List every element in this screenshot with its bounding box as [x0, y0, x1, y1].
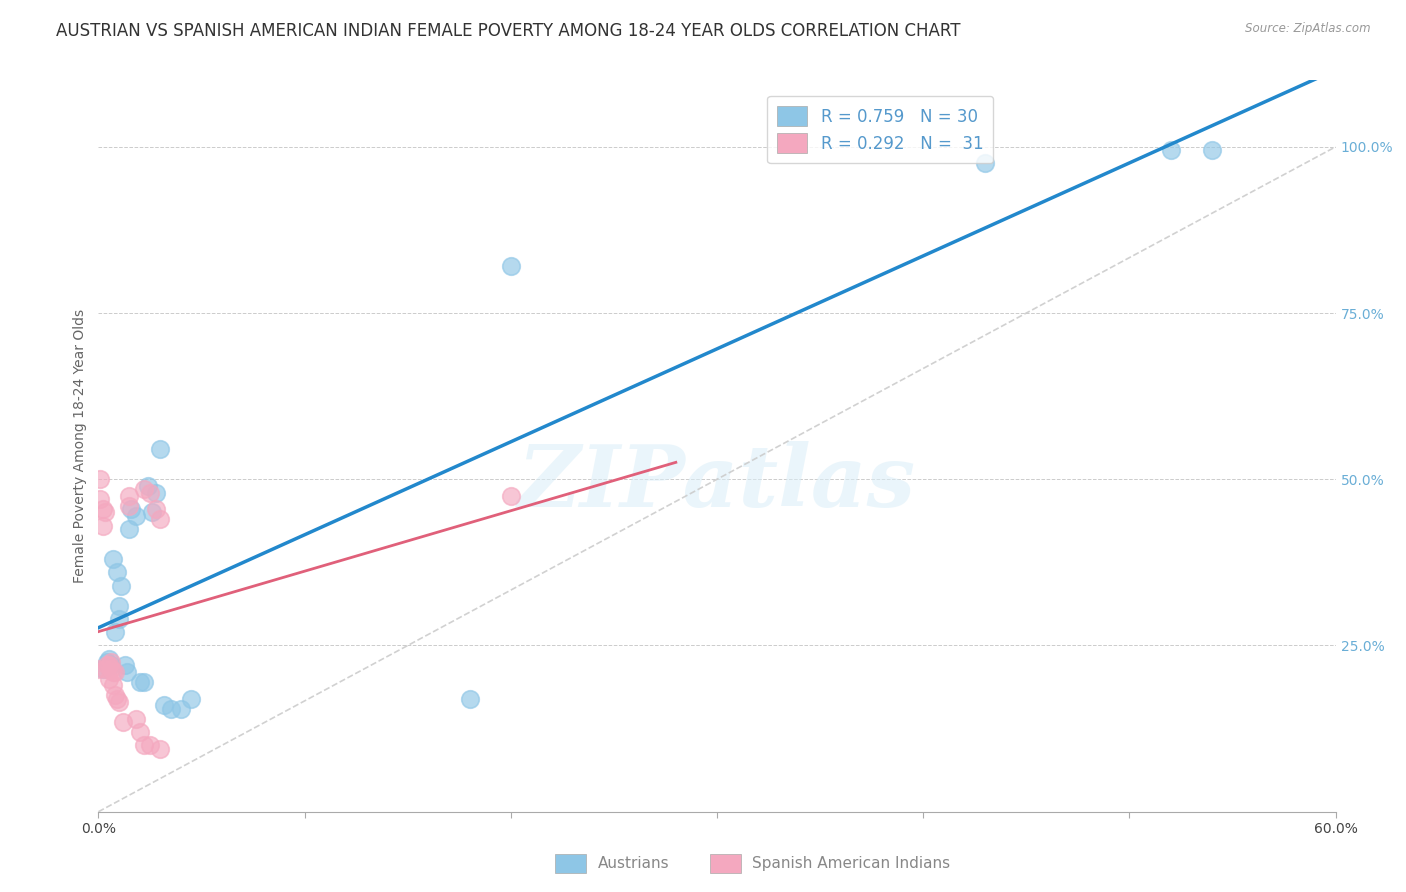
Point [149, 442, 172, 457]
Point [118, 489, 141, 503]
Point [118, 522, 141, 536]
Point [96, 658, 118, 673]
Point [128, 675, 150, 690]
Point [108, 695, 131, 709]
Text: Spanish American Indians: Spanish American Indians [752, 856, 950, 871]
Point [145, 502, 167, 516]
Point [104, 689, 127, 703]
Point [159, 701, 181, 715]
Point [132, 675, 155, 690]
Point [101, 665, 124, 679]
Point [96, 655, 118, 669]
Point [170, 701, 193, 715]
Point [145, 485, 167, 500]
Point [108, 599, 131, 613]
Text: ZIPatlas: ZIPatlas [517, 441, 917, 524]
Point [97, 652, 120, 666]
Point [139, 738, 162, 752]
Point [89, 472, 111, 486]
Point [87, 662, 110, 676]
Point [499, 489, 522, 503]
Point [93, 506, 115, 520]
Legend: R = 0.759   N = 30, R = 0.292   N =  31: R = 0.759 N = 30, R = 0.292 N = 31 [768, 96, 993, 163]
Point [100, 662, 122, 676]
Point [118, 499, 141, 513]
Point [89, 492, 111, 507]
Text: Austrians: Austrians [598, 856, 669, 871]
Point [104, 665, 127, 679]
Point [141, 506, 163, 520]
Point [120, 502, 142, 516]
Point [93, 662, 115, 676]
Point [153, 698, 176, 713]
Point [91, 518, 114, 533]
Text: Source: ZipAtlas.com: Source: ZipAtlas.com [1246, 22, 1371, 36]
Point [108, 612, 131, 626]
Point [132, 738, 155, 752]
Point [112, 714, 135, 729]
Point [101, 678, 124, 692]
Point [100, 658, 122, 673]
Point [458, 691, 481, 706]
Point [974, 156, 997, 170]
Y-axis label: Female Poverty Among 18-24 Year Olds: Female Poverty Among 18-24 Year Olds [73, 309, 87, 583]
Point [104, 625, 127, 640]
Point [91, 662, 114, 676]
Point [114, 658, 136, 673]
Point [110, 579, 132, 593]
Point [117, 665, 139, 679]
Point [180, 691, 202, 706]
Point [124, 508, 146, 523]
Point [136, 479, 159, 493]
Point [499, 260, 522, 274]
Point [97, 672, 120, 686]
Point [105, 566, 128, 580]
Point [97, 658, 120, 673]
Point [1201, 143, 1223, 157]
Point [1160, 143, 1182, 157]
Point [128, 725, 150, 739]
Point [105, 691, 128, 706]
Point [149, 741, 172, 756]
Point [132, 482, 155, 496]
Point [139, 485, 162, 500]
Text: AUSTRIAN VS SPANISH AMERICAN INDIAN FEMALE POVERTY AMONG 18-24 YEAR OLDS CORRELA: AUSTRIAN VS SPANISH AMERICAN INDIAN FEMA… [56, 22, 960, 40]
Point [100, 655, 122, 669]
Point [149, 512, 172, 526]
Point [124, 712, 146, 726]
Point [101, 552, 124, 566]
Point [91, 502, 114, 516]
